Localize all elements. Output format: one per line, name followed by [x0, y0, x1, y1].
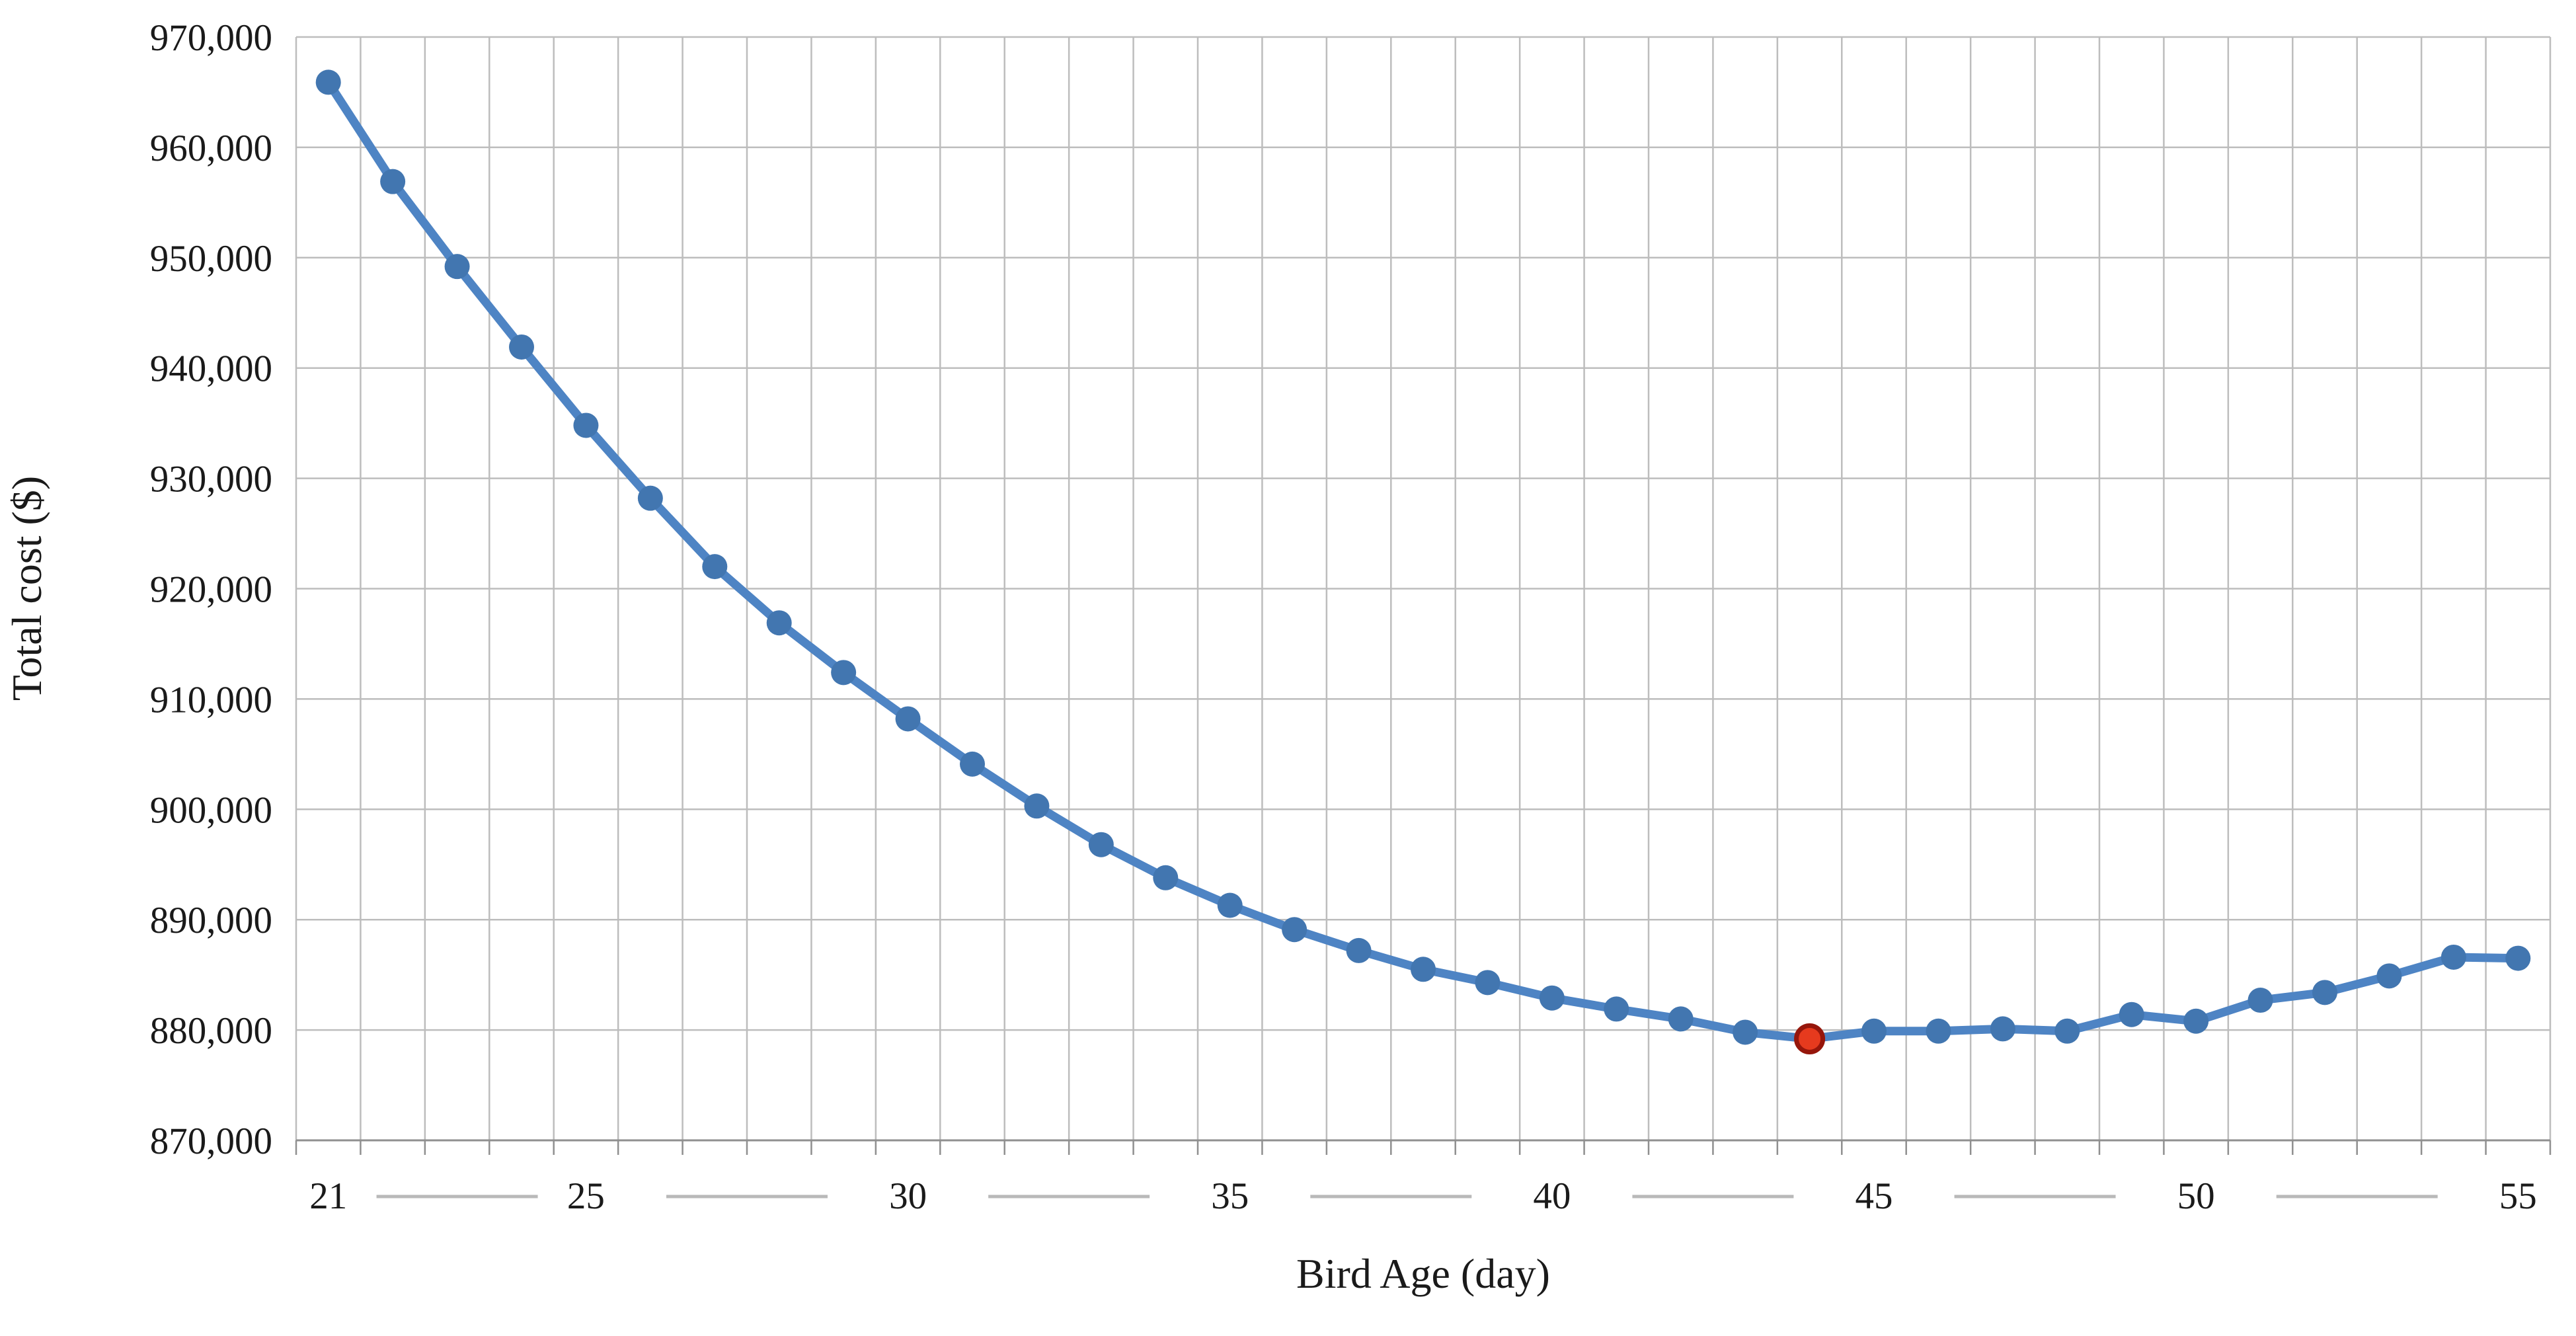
- y-tick-label: 950,000: [150, 238, 272, 280]
- data-point-marker: [1475, 970, 1501, 996]
- data-point-marker: [1024, 793, 1050, 819]
- x-tick-label: 25: [567, 1175, 605, 1217]
- x-tick-label: 45: [1855, 1175, 1893, 1217]
- y-tick-label: 970,000: [150, 17, 272, 59]
- data-point-marker: [1990, 1016, 2015, 1042]
- x-axis-title: Bird Age (day): [1296, 1250, 1550, 1297]
- data-point-marker: [1861, 1018, 1887, 1044]
- data-point-marker: [2247, 988, 2273, 1013]
- series-layer: [315, 69, 2531, 1054]
- tick-label-layer: 870,000 880,000 890,000 900,000 910,000 920,0…: [150, 17, 2537, 1217]
- data-point-marker: [2054, 1018, 2080, 1044]
- y-tick-label: 890,000: [150, 900, 272, 941]
- data-point-marker: [2440, 944, 2466, 970]
- y-tick-label: 910,000: [150, 679, 272, 721]
- x-tick-label: 30: [889, 1175, 927, 1217]
- grid-layer: [295, 36, 2552, 1142]
- x-tick-label: 50: [2177, 1175, 2215, 1217]
- data-point-marker: [2505, 945, 2531, 971]
- y-tick-label: 880,000: [150, 1010, 272, 1052]
- data-point-marker: [702, 554, 728, 580]
- data-point-marker: [766, 610, 792, 636]
- data-point-marker: [1926, 1018, 1951, 1044]
- data-point-marker: [831, 660, 857, 686]
- data-point-marker: [509, 334, 534, 360]
- data-point-marker: [380, 169, 406, 194]
- x-tick-label: 40: [1533, 1175, 1571, 1217]
- data-point-marker: [1153, 865, 1179, 890]
- y-tick-label: 870,000: [150, 1120, 272, 1162]
- data-point-marker: [1733, 1019, 1758, 1045]
- data-point-marker: [895, 706, 921, 732]
- data-point-marker: [573, 413, 599, 438]
- data-point-marker: [2119, 1002, 2144, 1027]
- y-tick-label: 920,000: [150, 569, 272, 611]
- data-point-marker: [315, 69, 341, 95]
- data-point-marker: [960, 751, 985, 777]
- data-point-marker: [637, 485, 663, 511]
- axis-layer: [295, 1139, 2552, 1155]
- data-point-marker: [1282, 917, 1308, 943]
- data-point-marker: [1539, 985, 1565, 1011]
- minimum-cost-point-marker: [1794, 1023, 1826, 1054]
- data-point-marker: [1411, 957, 1436, 982]
- y-tick-label: 940,000: [150, 348, 272, 390]
- data-point-marker: [2312, 980, 2337, 1005]
- data-point-marker: [1668, 1006, 1694, 1032]
- data-point-marker: [1604, 996, 1629, 1022]
- data-point-marker: [1088, 832, 1114, 857]
- y-tick-label: 930,000: [150, 459, 272, 500]
- y-tick-label: 960,000: [150, 128, 272, 169]
- data-point-marker: [1217, 892, 1243, 918]
- x-tick-label: 55: [2499, 1175, 2537, 1217]
- y-axis-title: Total cost ($): [3, 476, 50, 701]
- x-tick-label: 21: [309, 1175, 347, 1217]
- y-tick-label: 900,000: [150, 789, 272, 831]
- data-point-marker: [2183, 1008, 2209, 1034]
- data-point-marker: [1346, 937, 1372, 963]
- data-point-marker: [2376, 963, 2402, 989]
- data-point-marker: [444, 254, 470, 280]
- total-cost-line: [324, 77, 2522, 1043]
- x-tick-label: 35: [1211, 1175, 1249, 1217]
